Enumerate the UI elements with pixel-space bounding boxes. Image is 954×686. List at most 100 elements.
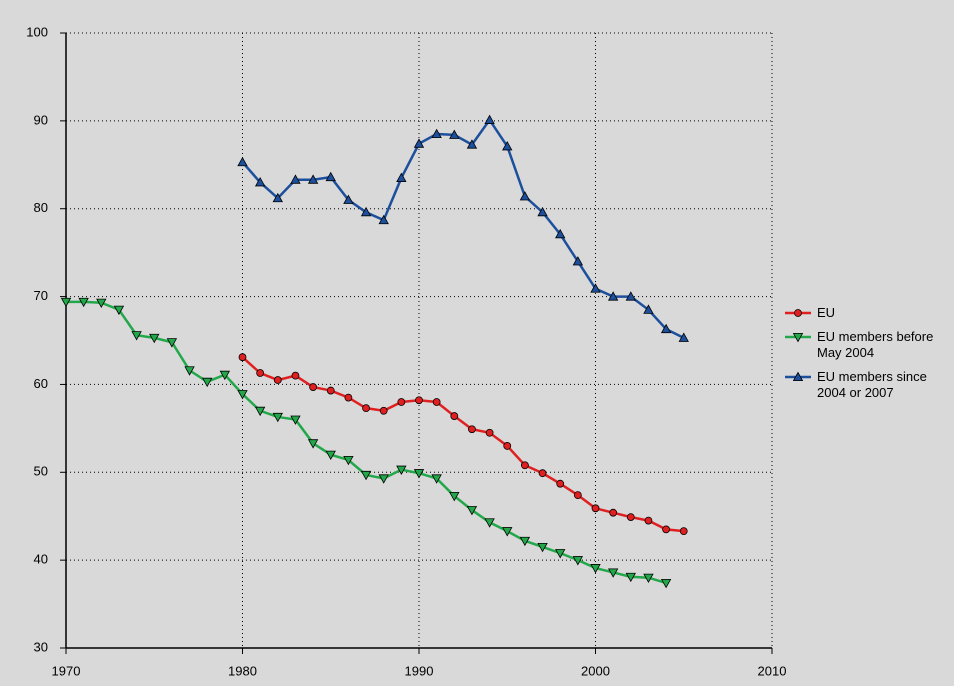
marker xyxy=(660,578,672,589)
marker xyxy=(591,504,600,513)
marker xyxy=(254,177,266,187)
legend-item: EU members before May 2004 xyxy=(783,329,954,361)
legend-label: EU members before May 2004 xyxy=(817,329,934,360)
marker xyxy=(484,114,495,124)
series-line xyxy=(241,356,684,533)
marker xyxy=(219,370,231,381)
marker xyxy=(415,396,423,405)
marker xyxy=(131,331,142,341)
marker xyxy=(573,491,582,500)
marker xyxy=(537,542,548,553)
marker xyxy=(413,138,425,148)
marker xyxy=(502,141,513,151)
marker xyxy=(519,191,531,201)
marker xyxy=(485,428,494,437)
marker xyxy=(521,461,529,470)
marker xyxy=(396,172,407,182)
legend-icon xyxy=(785,371,811,382)
marker xyxy=(184,366,195,376)
legend-item: EU members since 2004 or 2007 xyxy=(783,369,954,401)
marker xyxy=(237,390,248,400)
marker xyxy=(237,156,248,167)
marker xyxy=(484,518,495,528)
marker xyxy=(537,206,548,217)
marker xyxy=(572,256,584,266)
marker xyxy=(679,527,688,536)
marker xyxy=(609,508,618,517)
marker xyxy=(792,371,804,382)
marker xyxy=(607,568,619,578)
marker xyxy=(572,556,584,566)
marker xyxy=(466,506,478,516)
marker xyxy=(78,297,89,308)
marker xyxy=(556,479,565,488)
marker xyxy=(792,333,804,343)
marker xyxy=(466,139,478,149)
marker xyxy=(309,383,318,391)
marker xyxy=(307,174,319,184)
marker xyxy=(202,377,213,388)
marker xyxy=(396,465,407,475)
marker xyxy=(326,386,335,395)
marker xyxy=(272,412,283,423)
marker xyxy=(468,425,476,434)
marker xyxy=(662,525,670,534)
marker xyxy=(397,398,406,406)
marker xyxy=(238,353,247,362)
marker xyxy=(660,323,672,334)
marker xyxy=(449,129,460,139)
marker xyxy=(643,573,654,584)
marker xyxy=(290,415,301,425)
marker xyxy=(291,371,300,380)
marker xyxy=(643,304,654,314)
marker xyxy=(432,398,441,406)
series-line xyxy=(241,117,685,339)
marker xyxy=(450,412,459,420)
marker xyxy=(590,283,601,293)
marker xyxy=(378,474,389,484)
marker xyxy=(272,192,283,203)
marker xyxy=(360,206,372,217)
marker xyxy=(519,536,531,547)
legend-label: EU members since 2004 or 2007 xyxy=(817,369,927,400)
marker xyxy=(625,572,636,583)
marker xyxy=(413,469,425,479)
marker xyxy=(644,516,653,525)
marker xyxy=(256,369,265,377)
marker xyxy=(555,549,566,559)
legend-item: EU xyxy=(783,305,954,321)
y-tick-label: 70 xyxy=(34,288,48,303)
series-line xyxy=(66,300,667,585)
y-tick-label: 90 xyxy=(34,112,48,127)
marker xyxy=(166,338,178,348)
marker xyxy=(431,474,442,484)
marker xyxy=(362,404,370,413)
marker xyxy=(449,492,460,502)
marker xyxy=(60,297,72,308)
marker xyxy=(626,513,635,521)
x-tick-label: 1970 xyxy=(52,663,81,678)
marker xyxy=(96,298,107,309)
x-tick-label: 2000 xyxy=(581,663,610,678)
y-tick-label: 30 xyxy=(34,639,48,654)
marker xyxy=(343,194,354,204)
y-tick-label: 60 xyxy=(34,376,48,391)
y-tick-label: 80 xyxy=(34,200,48,215)
legend-label: EU xyxy=(817,305,836,320)
x-tick-label: 1990 xyxy=(405,663,434,678)
marker xyxy=(378,214,389,225)
marker xyxy=(379,406,388,415)
marker xyxy=(325,171,336,182)
marker xyxy=(360,470,372,481)
x-tick-label: 1980 xyxy=(228,663,257,678)
marker xyxy=(794,309,802,317)
y-tick-label: 50 xyxy=(34,464,48,479)
marker xyxy=(273,376,282,384)
marker xyxy=(290,174,301,184)
marker xyxy=(113,305,125,316)
legend-icon xyxy=(785,333,811,343)
marker xyxy=(503,442,512,450)
marker xyxy=(555,228,566,239)
